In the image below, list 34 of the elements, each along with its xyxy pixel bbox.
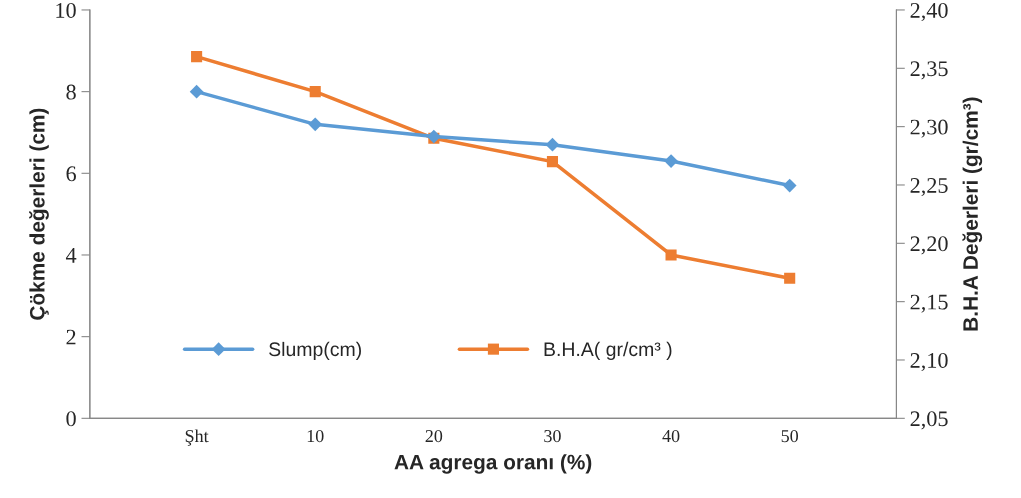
x-tick-label: 40 [662,429,680,443]
legend-label: B.H.A( gr/cm³ ) [544,341,672,360]
y2-tick-label: 2,20 [910,236,948,255]
point [665,249,677,261]
y-tick-label: 4 [65,248,77,263]
y-axis-title: Çökme değerleri (cm) [29,108,49,320]
x-tick-label: 50 [781,429,799,443]
point [191,51,203,63]
x-axis-title: AA agrega oranı (%) [394,454,592,474]
x-tick-label: 30 [544,429,561,443]
y-tick-label: 10 [56,2,76,18]
y2-axis-title: B.H.A Değerleri (gr/cm³) [962,97,983,331]
y2-tick-label: 2,15 [910,294,948,313]
x-tick-label: 20 [425,429,443,443]
legend-label: Slump(cm) [269,341,361,360]
y2-tick-label: 2,05 [910,411,948,430]
y2-tick-label: 2,40 [910,2,948,22]
point [545,137,560,152]
point [308,117,323,132]
point [784,272,796,284]
point [546,156,559,168]
y-tick-label: 6 [66,166,76,182]
y-tick-label: 8 [66,84,76,100]
y2-tick-label: 2,10 [910,352,948,372]
y2-tick-label: 2,30 [910,119,948,138]
y-tick-label: 2 [66,329,76,345]
x-tick-label: 10 [307,429,324,443]
point [782,178,797,193]
y-tick-label: 0 [66,411,76,427]
y2-tick-label: 2,25 [910,177,948,197]
x-tick-label: Şht [185,429,209,446]
point [309,86,321,98]
y2-tick-label: 2,35 [910,61,948,80]
point [189,84,204,99]
